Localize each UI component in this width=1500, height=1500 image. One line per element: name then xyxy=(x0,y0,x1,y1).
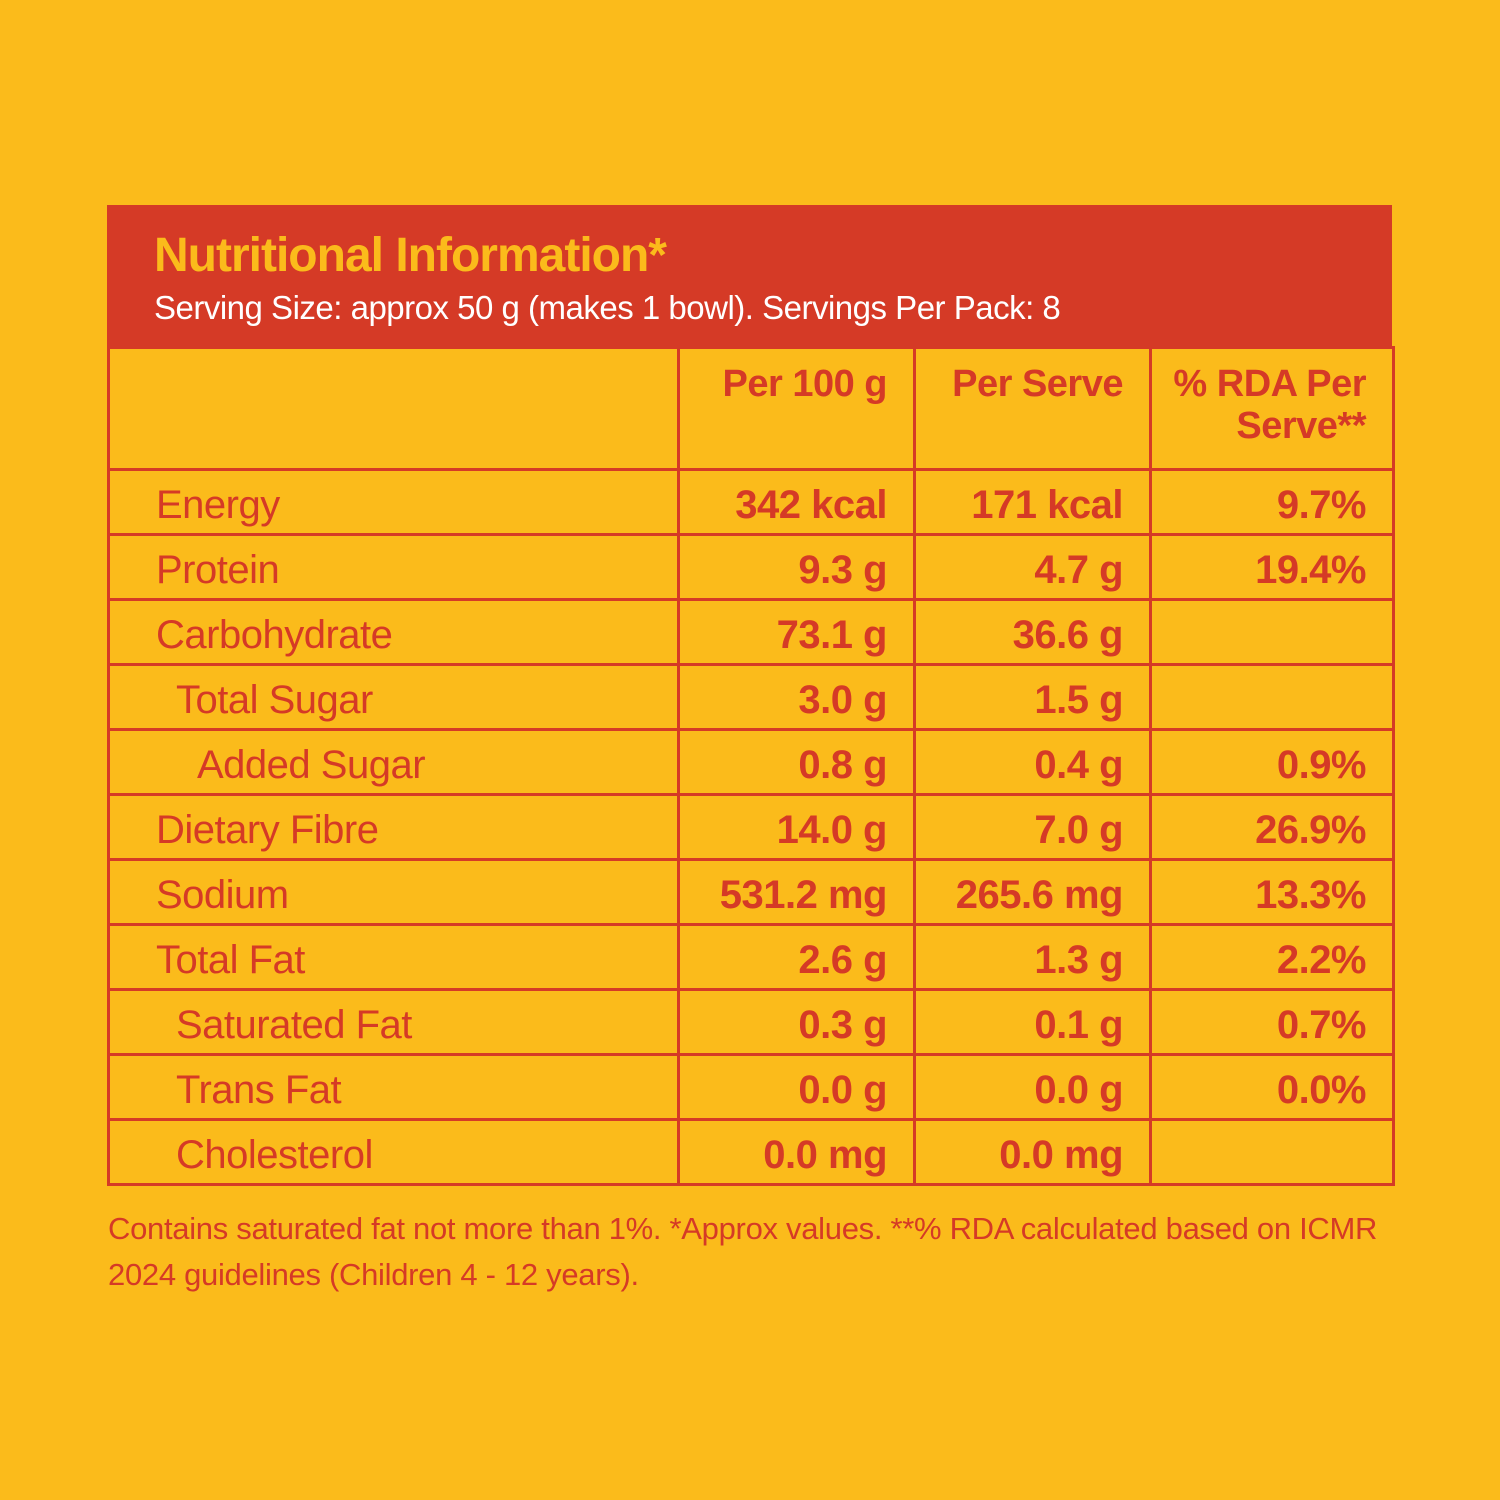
table-row: Energy 342 kcal 171 kcal 9.7% xyxy=(107,468,1395,536)
per-100g-value: 73.1 g xyxy=(677,598,916,666)
nutrient-name: Cholesterol xyxy=(107,1118,680,1186)
table-row: Protein 9.3 g 4.7 g 19.4% xyxy=(107,533,1395,601)
table-row: Dietary Fibre 14.0 g 7.0 g 26.9% xyxy=(107,793,1395,861)
per-100g-value: 3.0 g xyxy=(677,663,916,731)
per-serve-value: 0.0 mg xyxy=(913,1118,1152,1186)
nutrient-name: Carbohydrate xyxy=(107,598,680,666)
rda-value xyxy=(1149,1118,1395,1186)
per-serve-value: 1.5 g xyxy=(913,663,1152,731)
nutrition-panel: Nutritional Information* Serving Size: a… xyxy=(107,205,1395,1186)
per-100g-value: 0.8 g xyxy=(677,728,916,796)
per-100g-value: 2.6 g xyxy=(677,923,916,991)
table-row: Trans Fat 0.0 g 0.0 g 0.0% xyxy=(107,1053,1395,1121)
rda-value: 13.3% xyxy=(1149,858,1395,926)
table-row: Saturated Fat 0.3 g 0.1 g 0.7% xyxy=(107,988,1395,1056)
per-100g-value: 0.0 mg xyxy=(677,1118,916,1186)
per-100g-value: 9.3 g xyxy=(677,533,916,601)
per-100g-value: 531.2 mg xyxy=(677,858,916,926)
per-serve-value: 7.0 g xyxy=(913,793,1152,861)
per-serve-value: 0.4 g xyxy=(913,728,1152,796)
nutrient-name: Added Sugar xyxy=(107,728,680,796)
rda-value: 0.0% xyxy=(1149,1053,1395,1121)
per-serve-value: 4.7 g xyxy=(913,533,1152,601)
nutrient-name: Dietary Fibre xyxy=(107,793,680,861)
rda-value: 9.7% xyxy=(1149,468,1395,536)
rda-value: 0.7% xyxy=(1149,988,1395,1056)
table-row: Added Sugar 0.8 g 0.4 g 0.9% xyxy=(107,728,1395,796)
page-title: Nutritional Information* xyxy=(154,229,667,282)
nutrient-name: Energy xyxy=(107,468,680,536)
per-100g-value: 14.0 g xyxy=(677,793,916,861)
rda-value: 19.4% xyxy=(1149,533,1395,601)
rda-value: 26.9% xyxy=(1149,793,1395,861)
per-serve-value: 36.6 g xyxy=(913,598,1152,666)
nutrition-table: Per 100 g Per Serve % RDA Per Serve** En… xyxy=(107,346,1395,1186)
per-100g-column-header: Per 100 g xyxy=(677,346,916,471)
table-row: Sodium 531.2 mg 265.6 mg 13.3% xyxy=(107,858,1395,926)
per-100g-value: 0.3 g xyxy=(677,988,916,1056)
rda-value xyxy=(1149,663,1395,731)
per-serve-value: 0.1 g xyxy=(913,988,1152,1056)
rda-value xyxy=(1149,598,1395,666)
nutrient-name: Total Fat xyxy=(107,923,680,991)
per-serve-value: 171 kcal xyxy=(913,468,1152,536)
per-100g-value: 0.0 g xyxy=(677,1053,916,1121)
nutrient-name: Sodium xyxy=(107,858,680,926)
rda-column-header: % RDA Per Serve** xyxy=(1149,346,1395,471)
nutrient-name: Total Sugar xyxy=(107,663,680,731)
nutrient-column-header xyxy=(107,346,680,471)
nutrient-name: Saturated Fat xyxy=(107,988,680,1056)
per-serve-value: 265.6 mg xyxy=(913,858,1152,926)
table-row: Total Sugar 3.0 g 1.5 g xyxy=(107,663,1395,731)
nutrient-name: Trans Fat xyxy=(107,1053,680,1121)
nutrition-header: Nutritional Information* Serving Size: a… xyxy=(107,205,1392,346)
table-row: Total Fat 2.6 g 1.3 g 2.2% xyxy=(107,923,1395,991)
table-row: Carbohydrate 73.1 g 36.6 g xyxy=(107,598,1395,666)
table-row: Cholesterol 0.0 mg 0.0 mg xyxy=(107,1118,1395,1186)
per-serve-value: 1.3 g xyxy=(913,923,1152,991)
serving-size-text: Serving Size: approx 50 g (makes 1 bowl)… xyxy=(154,289,1061,326)
footnote-text: Contains saturated fat not more than 1%.… xyxy=(108,1211,1378,1292)
nutrient-name: Protein xyxy=(107,533,680,601)
per-100g-value: 342 kcal xyxy=(677,468,916,536)
per-serve-column-header: Per Serve xyxy=(913,346,1152,471)
per-serve-value: 0.0 g xyxy=(913,1053,1152,1121)
rda-value: 0.9% xyxy=(1149,728,1395,796)
rda-value: 2.2% xyxy=(1149,923,1395,991)
table-header-row: Per 100 g Per Serve % RDA Per Serve** xyxy=(107,346,1395,471)
